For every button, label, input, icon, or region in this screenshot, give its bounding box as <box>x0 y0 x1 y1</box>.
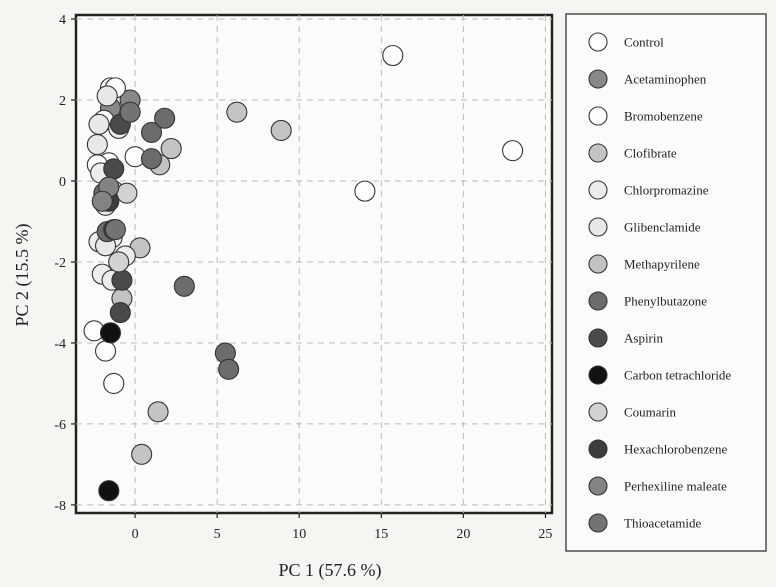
plot-area <box>74 13 554 515</box>
y-tick-label: 4 <box>59 13 66 28</box>
legend: Control Acetaminophen Bromobenzene Clofibra… <box>588 32 731 533</box>
legend-label-control: Control <box>624 35 664 50</box>
legend-label-chlorpromazine: Chlorpromazine <box>624 183 709 198</box>
y-tick-label: 2 <box>59 94 66 109</box>
data-points <box>83 44 524 502</box>
legend-label-bromobenzene: Bromobenzene <box>624 109 703 124</box>
legend-marker-perhexiline-maleate <box>588 476 608 496</box>
point-glibenclamide <box>96 85 118 107</box>
y-tick-label: 0 <box>59 175 66 190</box>
legend-label-aspirin: Aspirin <box>624 331 664 346</box>
legend-label-phenylbutazone: Phenylbutazone <box>624 294 707 309</box>
point-control <box>354 180 376 202</box>
legend-marker-carbon-tetrachloride <box>588 365 608 385</box>
legend-marker-coumarin <box>588 402 608 422</box>
point-control <box>382 44 404 67</box>
y-axis-ticks: 4 2 0 -2 -4 -6 -8 <box>54 13 76 514</box>
legend-marker-clofibrate <box>588 143 608 163</box>
point-clofibrate <box>131 443 153 465</box>
legend-marker-chlorpromazine <box>588 180 608 200</box>
legend-marker-bromobenzene <box>588 106 608 126</box>
point-clofibrate <box>147 401 169 423</box>
y-tick-label: -6 <box>54 418 66 433</box>
legend-marker-thioacetamide <box>588 513 608 533</box>
legend-label-hexachlorobenzene: Hexachlorobenzene <box>624 442 727 457</box>
point-clofibrate <box>160 138 182 160</box>
point-aspirin <box>103 158 125 180</box>
legend-marker-acetaminophen <box>588 69 608 89</box>
point-aspirin <box>111 269 133 291</box>
point-coumarin <box>108 251 130 273</box>
x-axis-title: PC 1 (57.6 %) <box>279 560 382 581</box>
point-thioacetamide <box>119 101 141 123</box>
point-thioacetamide <box>104 219 126 241</box>
point-glibenclamide <box>88 113 110 135</box>
x-tick-label: 20 <box>456 527 470 542</box>
x-axis-ticks: 0 5 10 15 20 25 <box>132 513 552 542</box>
point-glibenclamide <box>86 134 108 156</box>
point-bromobenzene <box>94 340 117 362</box>
grid-lines <box>76 15 552 513</box>
y-tick-label: -4 <box>54 337 66 352</box>
legend-marker-control <box>588 32 608 52</box>
legend-marker-aspirin <box>588 328 608 348</box>
legend-label-glibenclamide: Glibenclamide <box>624 220 701 235</box>
point-phenylbutazone <box>154 107 176 129</box>
x-tick-label: 5 <box>214 527 221 542</box>
point-phenylbutazone <box>140 121 163 143</box>
legend-marker-phenylbutazone <box>588 291 608 311</box>
legend-label-thioacetamide: Thioacetamide <box>624 516 701 531</box>
x-tick-label: 10 <box>292 527 306 542</box>
point-phenylbutazone <box>218 358 240 380</box>
y-axis-title: PC 2 (15.5 %) <box>12 223 33 326</box>
point-phenylbutazone <box>140 148 163 170</box>
x-tick-label: 15 <box>374 527 388 542</box>
legend-label-acetaminophen: Acetaminophen <box>624 72 707 87</box>
legend-box <box>565 13 767 552</box>
y-tick-label: -8 <box>54 499 66 514</box>
legend-label-coumarin: Coumarin <box>624 405 676 420</box>
legend-marker-methapyrilene <box>588 254 608 274</box>
legend-label-clofibrate: Clofibrate <box>624 146 677 161</box>
point-clofibrate <box>226 101 248 123</box>
legend-label-methapyrilene: Methapyrilene <box>624 257 700 272</box>
legend-marker-hexachlorobenzene <box>588 439 608 459</box>
legend-label-carbon-tetrachloride: Carbon tetrachloride <box>624 368 731 383</box>
point-clofibrate <box>270 119 292 141</box>
point-control <box>103 372 125 394</box>
point-carbon-tetrachloride <box>98 480 120 502</box>
point-carbon-tetrachloride <box>99 322 122 344</box>
point-coumarin <box>116 182 138 204</box>
point-phenylbutazone <box>173 275 195 297</box>
y-tick-label: -2 <box>54 256 66 271</box>
x-tick-label: 25 <box>538 527 552 542</box>
point-aspirin <box>109 302 131 324</box>
x-tick-label: 0 <box>132 527 139 542</box>
legend-marker-glibenclamide <box>588 217 608 237</box>
point-control <box>502 140 524 162</box>
point-perhexiline-maleate <box>91 190 113 212</box>
legend-label-perhexiline-maleate: Perhexiline maleate <box>624 479 727 494</box>
